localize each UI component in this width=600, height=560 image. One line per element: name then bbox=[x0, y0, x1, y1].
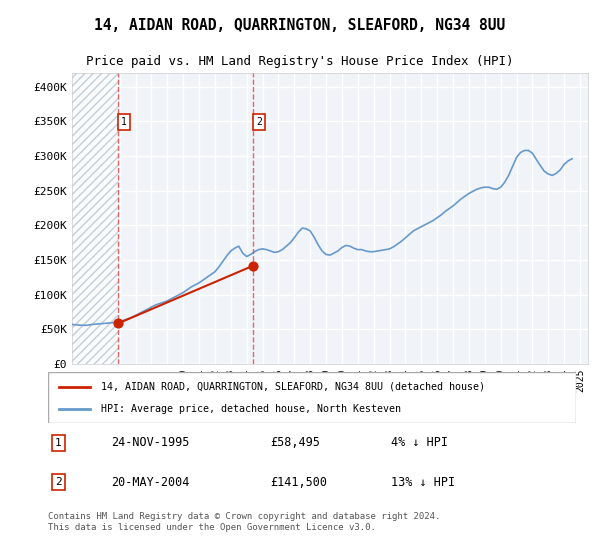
Text: Contains HM Land Registry data © Crown copyright and database right 2024.
This d: Contains HM Land Registry data © Crown c… bbox=[48, 512, 440, 531]
Text: £141,500: £141,500 bbox=[270, 475, 327, 488]
Text: Price paid vs. HM Land Registry's House Price Index (HPI): Price paid vs. HM Land Registry's House … bbox=[86, 55, 514, 68]
Text: HPI: Average price, detached house, North Kesteven: HPI: Average price, detached house, Nort… bbox=[101, 404, 401, 414]
Text: 1: 1 bbox=[121, 117, 127, 127]
Text: £58,495: £58,495 bbox=[270, 436, 320, 449]
Text: 2: 2 bbox=[55, 477, 62, 487]
Text: 24-NOV-1995: 24-NOV-1995 bbox=[112, 436, 190, 449]
Text: 14, AIDAN ROAD, QUARRINGTON, SLEAFORD, NG34 8UU (detached house): 14, AIDAN ROAD, QUARRINGTON, SLEAFORD, N… bbox=[101, 381, 485, 391]
Text: 14, AIDAN ROAD, QUARRINGTON, SLEAFORD, NG34 8UU: 14, AIDAN ROAD, QUARRINGTON, SLEAFORD, N… bbox=[94, 18, 506, 33]
Bar bbox=[72, 73, 118, 364]
Point bbox=[113, 319, 123, 328]
Text: 20-MAY-2004: 20-MAY-2004 bbox=[112, 475, 190, 488]
Text: 4% ↓ HPI: 4% ↓ HPI bbox=[391, 436, 448, 449]
Text: 2: 2 bbox=[256, 117, 262, 127]
FancyBboxPatch shape bbox=[48, 372, 576, 423]
Bar bbox=[72, 73, 118, 364]
Text: 1: 1 bbox=[55, 438, 62, 448]
Point bbox=[248, 262, 257, 270]
Text: 13% ↓ HPI: 13% ↓ HPI bbox=[391, 475, 455, 488]
